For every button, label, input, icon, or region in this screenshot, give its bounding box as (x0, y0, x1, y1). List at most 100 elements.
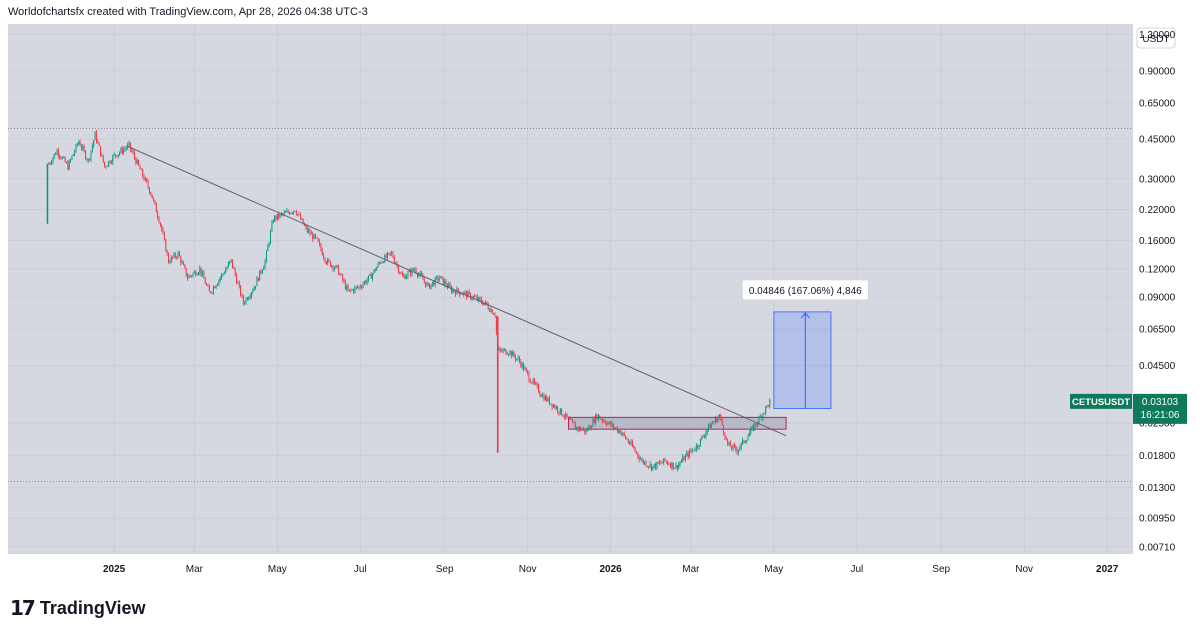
candle-body-224 (353, 289, 355, 292)
candle-body-409 (604, 420, 606, 424)
candle-body-338 (508, 353, 510, 355)
candle-body-498 (725, 438, 727, 440)
candle-body-66 (138, 160, 140, 166)
candle-body-158 (263, 267, 265, 271)
candle-body-516 (750, 428, 752, 434)
candle-body-73 (147, 181, 149, 188)
candle-body-38 (100, 146, 101, 156)
candle-body-469 (686, 452, 688, 456)
candle-body-79 (155, 203, 157, 213)
candle-body-522 (758, 417, 760, 424)
candle-body-233 (365, 281, 367, 284)
candle-body-486 (709, 424, 711, 429)
candle-body-339 (509, 351, 511, 354)
candle-body-354 (529, 380, 531, 383)
candle-body-167 (275, 216, 277, 220)
x-tick-3: Jul (354, 564, 367, 575)
candle-body-515 (748, 433, 750, 437)
candle-body-457 (670, 464, 671, 468)
candle-body-430 (633, 446, 635, 449)
candle-body-68 (140, 169, 142, 171)
candle-body-269 (414, 269, 416, 271)
y-tick-5: 0.22000 (1139, 205, 1176, 216)
candle-body-422 (622, 432, 624, 434)
candle-body-336 (505, 349, 507, 355)
candle-body-255 (395, 262, 397, 264)
candle-body-297 (452, 289, 454, 293)
candle-body-387 (574, 423, 576, 430)
candle-body-151 (253, 287, 255, 291)
candle-body-11 (63, 157, 65, 159)
candle-body-160 (265, 250, 267, 261)
candle-body-90 (170, 256, 172, 263)
candle-body-343 (514, 356, 516, 360)
y-tick-2: 0.65000 (1139, 98, 1176, 109)
candle-body-180 (293, 211, 295, 213)
x-tick-0: 2025 (103, 564, 126, 575)
candle-body-399 (591, 426, 593, 429)
candle-body-217 (343, 280, 345, 282)
candle-body-50 (116, 155, 118, 157)
candle-body-459 (672, 462, 674, 469)
candle-body-223 (351, 289, 353, 291)
candle-body-184 (298, 214, 300, 216)
candle-body-526 (763, 412, 765, 414)
candle-body-446 (655, 464, 656, 469)
time-axis[interactable]: 2025 Mar May Jul Sep Nov 2026 Mar May Jul Sep Nov 20… (103, 564, 1119, 575)
candle-body-290 (442, 277, 444, 285)
candle-body-455 (667, 461, 669, 465)
candle-body-96 (178, 252, 180, 257)
candle-body-344 (516, 358, 518, 360)
candle-body-277 (425, 281, 427, 287)
candle-body-152 (255, 286, 257, 288)
tradingview-brand[interactable]: 17 TradingView (10, 596, 146, 620)
candle-body-480 (701, 436, 703, 439)
candle-body-192 (309, 230, 311, 235)
trendline[interactable] (126, 145, 787, 437)
currency-selector[interactable] (1136, 27, 1176, 49)
candle-body-234 (366, 280, 368, 284)
candle-body-319 (482, 302, 484, 306)
candle-body-493 (718, 414, 720, 418)
candle-body-6 (56, 150, 58, 155)
candle-body-322 (486, 301, 488, 305)
candle-body-98 (181, 262, 183, 264)
candle-body-436 (641, 459, 643, 461)
candle-body-59 (128, 142, 130, 145)
candle-body-412 (608, 421, 610, 424)
candle-body-362 (540, 394, 542, 397)
candle-body-443 (650, 464, 652, 470)
candle-body-521 (757, 423, 759, 425)
candle-body-62 (132, 151, 134, 153)
candle-body-396 (587, 430, 588, 431)
y-tick-14: 0.01300 (1139, 483, 1176, 494)
candle-body-326 (491, 309, 493, 314)
candle-body-52 (119, 152, 121, 155)
candle-body-17 (71, 156, 73, 160)
x-tick-4: Sep (436, 564, 454, 575)
candle-body-32 (91, 145, 93, 151)
candle-body-149 (251, 292, 252, 297)
candle-body-157 (261, 270, 263, 273)
candle-body-101 (185, 268, 187, 276)
candle-body-368 (548, 397, 550, 405)
candle-body-348 (521, 363, 523, 367)
candle-body-194 (312, 233, 314, 240)
candle-body-230 (361, 287, 363, 288)
candle-body-452 (663, 458, 665, 463)
candle-body-53 (120, 148, 122, 153)
candle-body-448 (657, 462, 659, 464)
candle-body-134 (230, 259, 232, 262)
candle-body-357 (533, 379, 535, 384)
candle-body-110 (197, 272, 199, 275)
candle-body-496 (723, 425, 725, 434)
candle-body-514 (747, 436, 749, 441)
candle-body-528 (766, 405, 768, 407)
candle-body-48 (113, 154, 115, 156)
candle-body-415 (612, 423, 614, 428)
candle-body-54 (121, 148, 123, 153)
candle-body-77 (153, 198, 155, 201)
candle-body-231 (362, 283, 364, 288)
